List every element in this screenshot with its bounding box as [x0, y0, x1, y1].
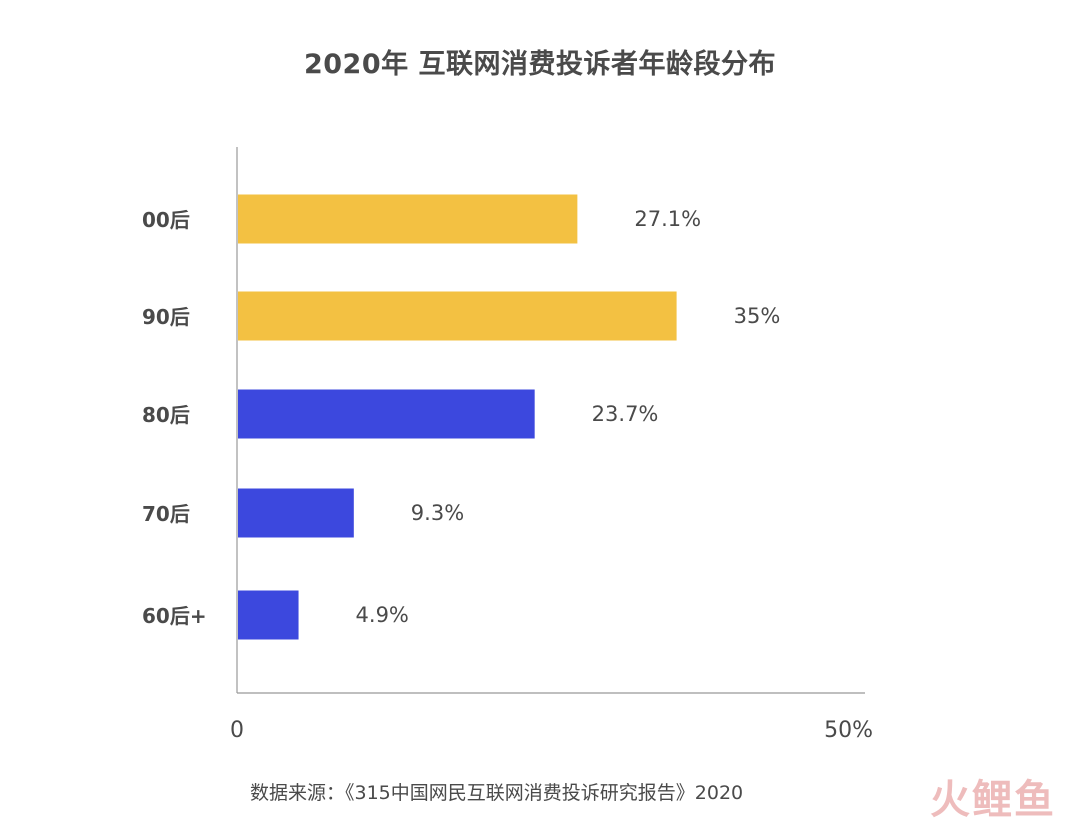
value-label-3: 9.3%	[411, 501, 464, 525]
watermark-logo: 火鲤鱼	[930, 777, 1056, 823]
labels-layer: 00后 27.1% 90后 35% 80后 23.7% 70后 9.3% 60后+ 4.9%	[142, 207, 780, 628]
ticks-layer: 0 50%	[230, 718, 873, 743]
x-tick-label-1: 50%	[824, 718, 873, 743]
bars-layer	[238, 194, 677, 640]
bar-2	[238, 389, 535, 439]
category-label-1: 90后	[142, 305, 190, 329]
bar-0	[238, 194, 578, 244]
category-label-4: 60后+	[142, 604, 207, 628]
category-label-0: 00后	[142, 208, 190, 232]
bar-1	[238, 291, 677, 341]
value-label-0: 27.1%	[634, 207, 701, 231]
chart-title: 2020年 互联网消费投诉者年龄段分布	[303, 49, 777, 80]
source-note: 数据来源：《315中国网民互联网消费投诉研究报告》2020	[250, 782, 744, 804]
bar-3	[238, 488, 354, 538]
category-label-3: 70后	[142, 502, 190, 526]
category-label-2: 80后	[142, 403, 190, 427]
x-tick-label-0: 0	[230, 718, 244, 743]
value-label-4: 4.9%	[356, 603, 409, 627]
bar-4	[238, 590, 299, 640]
value-label-1: 35%	[734, 304, 781, 328]
value-label-2: 23.7%	[592, 402, 659, 426]
